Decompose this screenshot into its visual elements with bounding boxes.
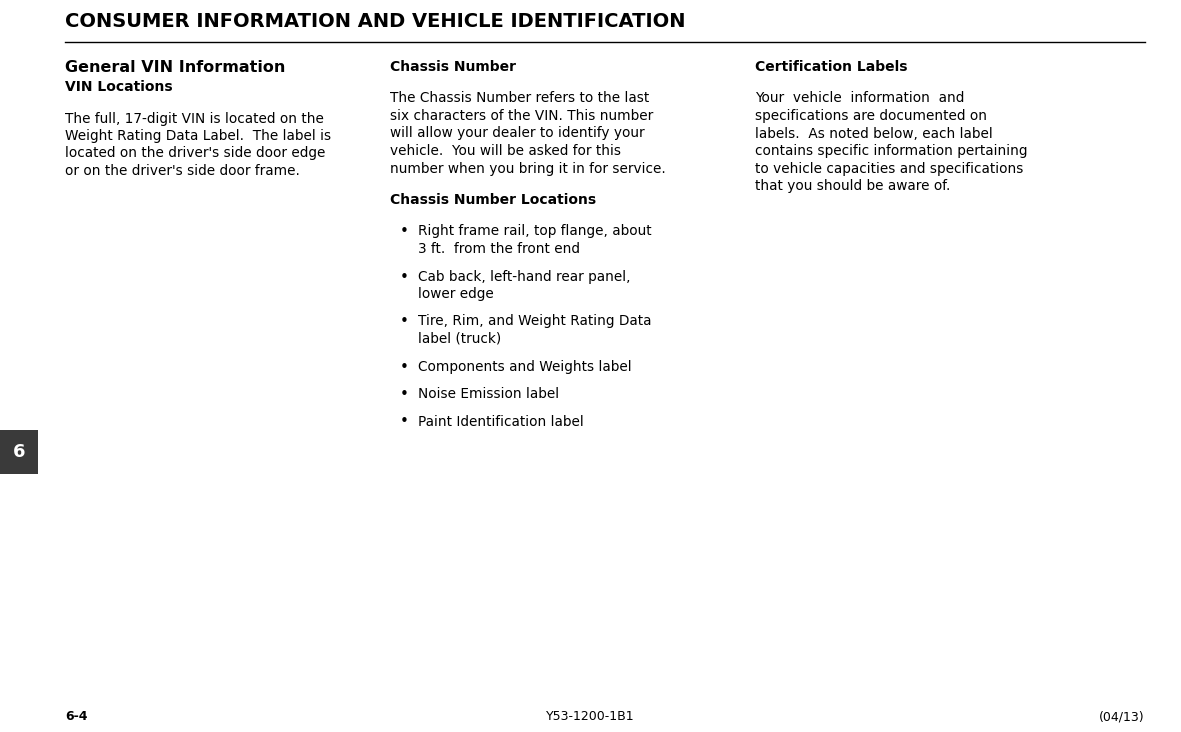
Text: or on the driver's side door frame.: or on the driver's side door frame. (65, 164, 300, 178)
Text: six characters of the VIN. This number: six characters of the VIN. This number (390, 109, 653, 123)
Text: located on the driver's side door edge: located on the driver's side door edge (65, 146, 326, 160)
Text: 3 ft.  from the front end: 3 ft. from the front end (418, 242, 580, 256)
Text: Cab back, left-hand rear panel,: Cab back, left-hand rear panel, (418, 269, 631, 283)
Text: •: • (400, 315, 409, 329)
Text: specifications are documented on: specifications are documented on (755, 109, 987, 123)
Text: Paint Identification label: Paint Identification label (418, 414, 583, 428)
Text: •: • (400, 359, 409, 375)
Text: General VIN Information: General VIN Information (65, 60, 286, 75)
Text: Right frame rail, top flange, about: Right frame rail, top flange, about (418, 225, 652, 239)
Text: Certification Labels: Certification Labels (755, 60, 907, 74)
Text: lower edge: lower edge (418, 287, 494, 301)
Text: number when you bring it in for service.: number when you bring it in for service. (390, 162, 666, 176)
Text: 6-4: 6-4 (65, 710, 87, 723)
Text: The Chassis Number refers to the last: The Chassis Number refers to the last (390, 92, 650, 105)
Text: that you should be aware of.: that you should be aware of. (755, 179, 951, 193)
Text: Weight Rating Data Label.  The label is: Weight Rating Data Label. The label is (65, 129, 331, 143)
Text: 6: 6 (13, 443, 25, 461)
Text: •: • (400, 269, 409, 285)
Text: •: • (400, 414, 409, 430)
Text: will allow your dealer to identify your: will allow your dealer to identify your (390, 127, 645, 141)
Text: contains specific information pertaining: contains specific information pertaining (755, 144, 1027, 158)
Bar (0, 430, 38, 474)
Text: vehicle.  You will be asked for this: vehicle. You will be asked for this (390, 144, 621, 158)
Text: The full, 17-digit VIN is located on the: The full, 17-digit VIN is located on the (65, 111, 324, 125)
Text: Tire, Rim, and Weight Rating Data: Tire, Rim, and Weight Rating Data (418, 315, 652, 329)
Text: label (truck): label (truck) (418, 332, 501, 346)
Text: Chassis Number Locations: Chassis Number Locations (390, 193, 596, 207)
Text: Y53-1200-1B1: Y53-1200-1B1 (546, 710, 634, 723)
Text: Noise Emission label: Noise Emission label (418, 387, 559, 401)
Text: Your  vehicle  information  and: Your vehicle information and (755, 92, 965, 105)
Text: •: • (400, 387, 409, 402)
Text: (04/13): (04/13) (1100, 710, 1146, 723)
Text: labels.  As noted below, each label: labels. As noted below, each label (755, 127, 993, 141)
Text: to vehicle capacities and specifications: to vehicle capacities and specifications (755, 162, 1024, 176)
Text: •: • (400, 225, 409, 239)
Text: Components and Weights label: Components and Weights label (418, 359, 632, 373)
Text: Chassis Number: Chassis Number (390, 60, 516, 74)
Text: CONSUMER INFORMATION AND VEHICLE IDENTIFICATION: CONSUMER INFORMATION AND VEHICLE IDENTIF… (65, 12, 685, 31)
Text: VIN Locations: VIN Locations (65, 80, 172, 94)
